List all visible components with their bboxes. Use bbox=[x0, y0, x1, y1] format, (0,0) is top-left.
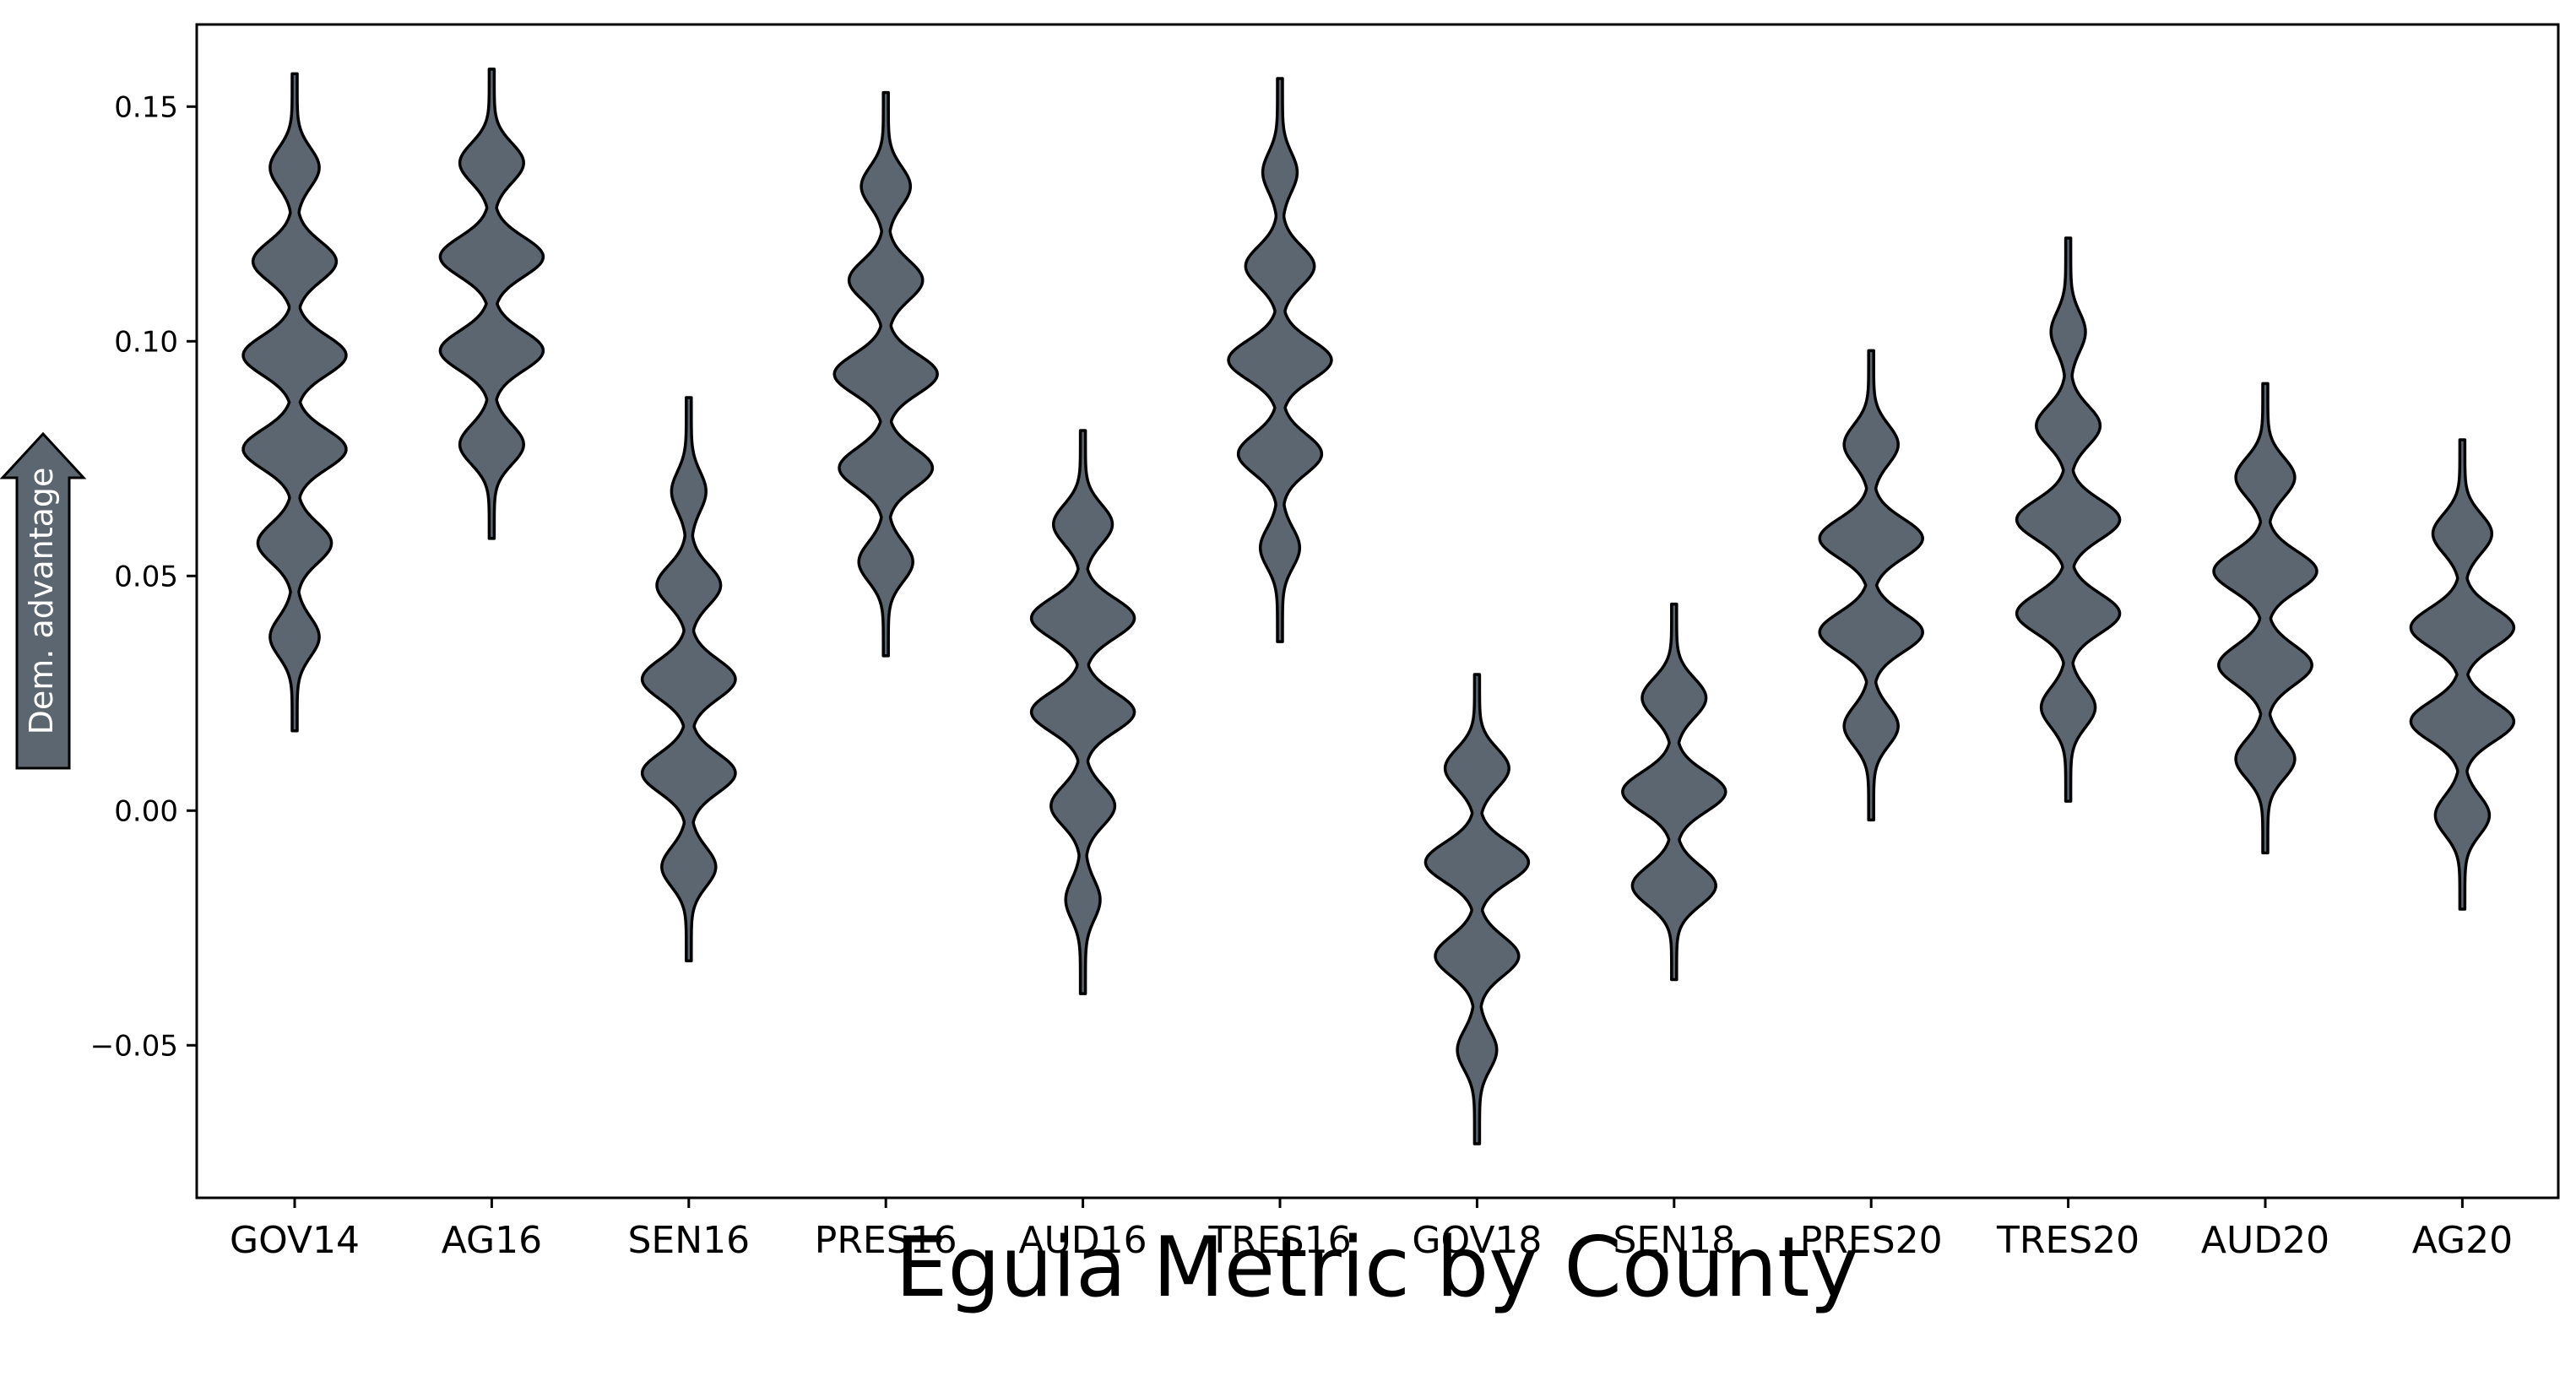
x-tick-label-tres16: TRES16 bbox=[1207, 1219, 1351, 1262]
violin-pres16 bbox=[832, 90, 939, 658]
x-tick-label-pres20: PRES20 bbox=[1800, 1219, 1943, 1262]
violin-pres20 bbox=[1818, 349, 1924, 822]
violin-ag20 bbox=[2409, 438, 2516, 911]
violin-gov18 bbox=[1424, 673, 1531, 1145]
violins bbox=[241, 68, 2516, 1145]
x-tick-label-sen18: SEN18 bbox=[1613, 1219, 1735, 1262]
y-tick-label: 0.00 bbox=[114, 794, 178, 828]
violin-tres20 bbox=[2015, 236, 2122, 803]
x-tick-label-gov18: GOV18 bbox=[1412, 1219, 1542, 1262]
y-tick-label: −0.05 bbox=[90, 1029, 178, 1063]
violin-gov14 bbox=[241, 72, 348, 733]
y-arrow: Dem. advantage bbox=[0, 431, 87, 770]
violin-ag16 bbox=[438, 68, 545, 540]
violin-sen16 bbox=[640, 396, 737, 962]
y-tick-label: 0.05 bbox=[114, 560, 178, 593]
x-tick-label-gov14: GOV14 bbox=[230, 1219, 360, 1262]
x-axis-title: Eguia Metric by County bbox=[896, 1220, 1859, 1316]
violin-sen18 bbox=[1621, 602, 1727, 982]
up-arrow-icon bbox=[0, 431, 87, 770]
violin-aud20 bbox=[2212, 382, 2318, 855]
y-tick-label: 0.15 bbox=[114, 90, 178, 124]
x-tick-label-pres16: PRES16 bbox=[815, 1219, 957, 1262]
x-axis: GOV14 AG16 SEN16 PRES16 AUD16 TRES16 GOV18 SEN1… bbox=[230, 1198, 2513, 1262]
x-tick-label-sen16: SEN16 bbox=[627, 1219, 750, 1262]
plot-frame bbox=[195, 23, 2560, 1200]
violin-aud16 bbox=[1029, 429, 1136, 995]
y-axis: −0.05 0.00 0.05 0.10 0.15 bbox=[90, 90, 197, 1063]
y-arrow-label: Dem. advantage bbox=[23, 468, 60, 735]
x-tick-label-aud20: AUD20 bbox=[2201, 1219, 2329, 1262]
violin-tres16 bbox=[1227, 77, 1333, 643]
x-tick-label-ag16: AG16 bbox=[442, 1219, 542, 1262]
x-tick-label-tres20: TRES20 bbox=[1996, 1219, 2139, 1262]
x-tick-label-ag20: AG20 bbox=[2412, 1219, 2513, 1262]
x-tick-label-aud16: AUD16 bbox=[1019, 1219, 1147, 1262]
y-tick-label: 0.10 bbox=[114, 325, 178, 359]
